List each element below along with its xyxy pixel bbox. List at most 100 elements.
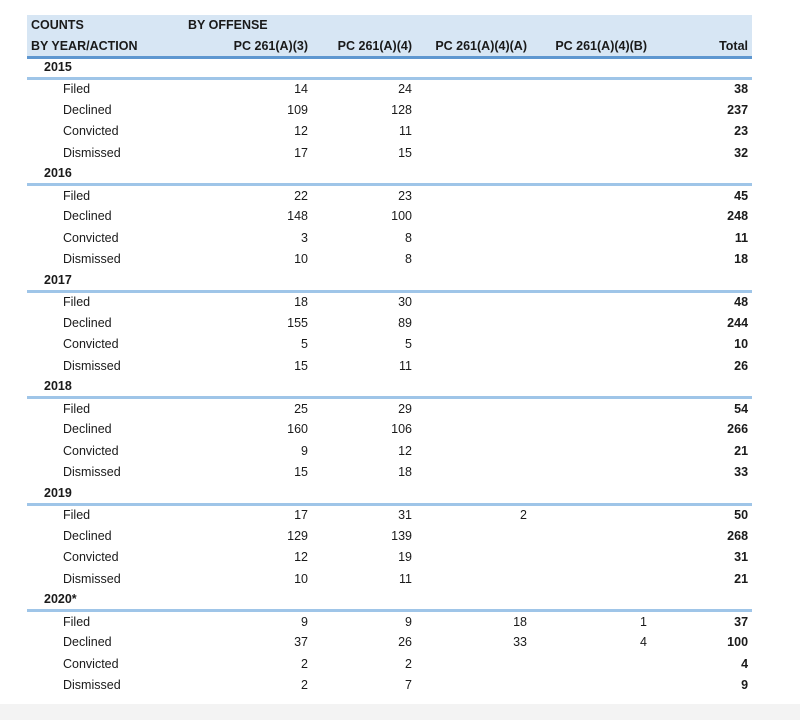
action-label: Dismissed <box>63 252 121 267</box>
value-cell <box>531 334 651 355</box>
value-cell: 24 <box>398 82 412 97</box>
action-label: Filed <box>63 614 91 629</box>
value-cell: 1 <box>640 614 647 629</box>
value-cell: 31 <box>398 508 412 523</box>
value-cell <box>531 355 651 376</box>
header-row-2: BY YEAR/ACTION PC 261(A)(3) PC 261(A)(4)… <box>27 36 753 59</box>
value-cell: 7 <box>405 678 412 692</box>
action-label: Declined <box>63 102 112 117</box>
value-cell <box>531 291 651 312</box>
value-cell <box>416 227 531 248</box>
value-cell: 25 <box>294 401 308 416</box>
value-cell <box>416 121 531 142</box>
header-by-offense-label: BY OFFENSE <box>182 15 753 36</box>
value-cell <box>531 100 651 121</box>
value-cell <box>531 547 651 568</box>
action-label: Declined <box>63 315 112 330</box>
action-label: Filed <box>63 295 91 310</box>
value-cell: 5 <box>301 337 308 352</box>
value-cell: 2 <box>301 678 308 692</box>
value-cell: 15 <box>294 358 308 373</box>
total-cell: 268 <box>727 528 749 543</box>
value-cell <box>416 355 531 376</box>
row-2016-filed: Filed 22 23 45 <box>27 185 752 206</box>
total-cell: 21 <box>734 571 749 586</box>
action-label: Dismissed <box>63 358 121 373</box>
counts-by-year-offense-table: COUNTS BY OFFENSE BY YEAR/ACTION PC 261(… <box>27 15 753 696</box>
total-cell: 48 <box>734 295 749 310</box>
value-cell: 10 <box>294 571 308 586</box>
column-header-pc-261-a-3: PC 261(A)(3) <box>182 36 312 59</box>
value-cell <box>531 121 651 142</box>
value-cell: 8 <box>405 252 412 267</box>
total-cell: 37 <box>734 614 749 629</box>
year-row-2015: 2015 <box>27 57 753 80</box>
year-label: 2017 <box>27 269 753 293</box>
total-cell: 100 <box>727 635 749 650</box>
value-cell: 128 <box>391 102 412 117</box>
value-cell: 11 <box>399 571 412 586</box>
row-2019-convicted: Convicted 12 19 31 <box>27 547 752 568</box>
action-label: Filed <box>63 82 91 97</box>
value-cell <box>531 419 651 440</box>
value-cell: 15 <box>294 465 308 480</box>
action-label: Dismissed <box>63 571 121 586</box>
action-label: Convicted <box>63 443 119 458</box>
value-cell <box>416 675 531 696</box>
year-row-2017: 2017 <box>27 269 753 293</box>
year-label: 2015 <box>27 57 753 80</box>
action-label: Declined <box>63 209 112 224</box>
total-cell: 266 <box>727 422 749 437</box>
value-cell: 11 <box>399 124 412 139</box>
row-2019-declined: Declined 129 139 268 <box>27 526 752 547</box>
value-cell: 4 <box>640 635 647 650</box>
value-cell: 22 <box>294 188 308 203</box>
value-cell <box>416 440 531 461</box>
value-cell <box>416 653 531 674</box>
column-header-pc-261-a-4-a: PC 261(A)(4)(A) <box>416 36 531 59</box>
value-cell: 5 <box>405 337 412 352</box>
action-label: Dismissed <box>63 465 121 480</box>
row-2019-dismissed: Dismissed 10 11 21 <box>27 568 752 589</box>
column-header-pc-261-a-4: PC 261(A)(4) <box>312 36 416 59</box>
value-cell <box>531 462 651 483</box>
value-cell <box>416 568 531 589</box>
value-cell: 8 <box>405 230 412 245</box>
value-cell: 17 <box>294 145 308 160</box>
row-2018-convicted: Convicted 9 12 21 <box>27 440 752 461</box>
row-2020-filed: Filed 9 9 18 1 37 <box>27 611 752 632</box>
row-2016-declined: Declined 148 100 248 <box>27 206 752 227</box>
total-cell: 11 <box>734 230 749 245</box>
year-row-2018: 2018 <box>27 376 753 400</box>
value-cell: 9 <box>301 614 308 629</box>
value-cell: 2 <box>520 508 527 523</box>
table-header: COUNTS BY OFFENSE BY YEAR/ACTION PC 261(… <box>27 15 753 59</box>
value-cell: 139 <box>391 528 412 543</box>
value-cell <box>531 653 651 674</box>
column-header-total: Total <box>651 36 753 59</box>
action-label: Convicted <box>63 124 119 139</box>
value-cell <box>416 142 531 163</box>
row-2018-declined: Declined 160 106 266 <box>27 419 752 440</box>
year-row-2016: 2016 <box>27 163 753 187</box>
total-cell: 237 <box>727 102 749 117</box>
action-label: Convicted <box>63 230 119 245</box>
total-cell: 21 <box>734 443 749 458</box>
value-cell <box>416 547 531 568</box>
total-cell: 33 <box>734 465 749 480</box>
action-label: Declined <box>63 422 112 437</box>
header-by-year-action-label: BY YEAR/ACTION <box>27 36 182 59</box>
column-header-pc-261-a-4-b: PC 261(A)(4)(B) <box>531 36 651 59</box>
row-2017-declined: Declined 155 89 244 <box>27 313 752 334</box>
value-cell <box>531 227 651 248</box>
row-2015-declined: Declined 109 128 237 <box>27 100 752 121</box>
value-cell <box>531 313 651 334</box>
value-cell <box>416 313 531 334</box>
value-cell: 19 <box>398 550 412 565</box>
value-cell <box>531 249 651 270</box>
value-cell <box>416 462 531 483</box>
row-2017-convicted: Convicted 5 5 10 <box>27 334 752 355</box>
action-label: Dismissed <box>63 145 121 160</box>
total-cell: 10 <box>734 337 749 352</box>
value-cell: 89 <box>398 315 412 330</box>
